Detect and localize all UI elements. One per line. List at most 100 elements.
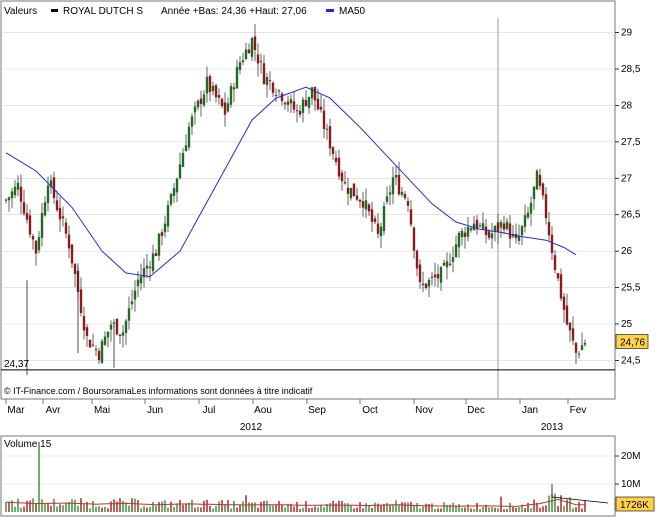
- volume-bar: [353, 508, 355, 512]
- candle-body: [169, 193, 173, 205]
- volume-bar: [395, 500, 397, 512]
- candle-body: [265, 77, 269, 86]
- low-marker-label: 24,37: [4, 359, 29, 370]
- volume-bar: [563, 506, 565, 512]
- volume-bar: [5, 501, 7, 512]
- candle-body: [34, 240, 38, 254]
- volume-bar: [209, 505, 211, 512]
- candle-body: [286, 101, 290, 105]
- volume-bar: [155, 505, 157, 512]
- volume-bar: [293, 506, 295, 512]
- volume-bar: [530, 508, 532, 512]
- candle-body: [82, 316, 86, 331]
- candle-body: [529, 202, 533, 214]
- volume-bar: [323, 507, 325, 512]
- candle-body: [277, 90, 281, 92]
- volume-bar: [14, 506, 16, 512]
- candle-body: [481, 223, 485, 229]
- candle-body: [391, 177, 395, 195]
- candle-body: [193, 106, 197, 113]
- candle-body: [112, 322, 116, 324]
- candle-body: [283, 102, 287, 105]
- candle-body: [358, 199, 362, 202]
- candle-body: [178, 164, 182, 179]
- chart-legend: Valeurs ROYAL DUTCH S Année +Bas: 24,36 …: [4, 6, 366, 17]
- candle-body: [535, 170, 539, 190]
- volume-bar: [332, 500, 334, 512]
- volume-bar: [365, 503, 367, 512]
- volume-bar: [377, 503, 379, 512]
- candle-body: [394, 175, 398, 178]
- volume-bar: [107, 508, 109, 512]
- volume-bar: [17, 498, 19, 512]
- ma-swatch: [326, 9, 334, 12]
- candle-body: [556, 273, 560, 279]
- volume-bar: [548, 495, 550, 512]
- ma50-line: [5, 86, 577, 278]
- volume-y-axis: 20M 10M: [615, 451, 640, 490]
- volume-bar: [152, 501, 154, 512]
- candle-body: [202, 94, 206, 106]
- candle-body: [463, 232, 467, 237]
- volume-bar: [404, 502, 406, 512]
- volume-bar: [467, 504, 469, 512]
- x-year-label: 2012: [240, 422, 263, 433]
- footer-credit: © IT-Finance.com / BoursoramaLes informa…: [4, 386, 313, 396]
- volume-bar: [569, 497, 571, 512]
- candle-body: [55, 200, 59, 211]
- volume-bar: [500, 496, 502, 512]
- candle-body: [562, 296, 566, 310]
- last-volume-badge: [615, 496, 655, 512]
- volume-bar: [296, 501, 298, 512]
- candle-body: [298, 110, 302, 115]
- volume-bar: [371, 507, 373, 512]
- candle-body: [328, 126, 332, 149]
- candle-body: [31, 236, 35, 240]
- candle-body: [502, 223, 506, 230]
- volume-bar: [101, 507, 103, 512]
- volume-bar: [362, 508, 364, 512]
- volume-bar: [416, 503, 418, 512]
- volume-bar: [170, 501, 172, 512]
- candle-body: [163, 223, 167, 233]
- price-tick-label: 27: [621, 173, 633, 184]
- last-price-badge: [615, 334, 649, 349]
- candle-body: [319, 106, 323, 110]
- volume-bar: [482, 506, 484, 512]
- volume-bar: [572, 508, 574, 512]
- volume-bar: [182, 504, 184, 512]
- volume-bar: [122, 500, 124, 512]
- volume-bar: [242, 501, 244, 512]
- candle-body: [370, 209, 374, 222]
- volume-bar: [509, 502, 511, 512]
- candle-body: [130, 301, 134, 305]
- candle-body: [16, 182, 20, 190]
- candle-body: [91, 344, 95, 346]
- candle-body: [241, 60, 245, 63]
- volume-bar: [56, 506, 58, 512]
- candle-body: [148, 266, 152, 269]
- volume-grid: [1, 455, 615, 485]
- candle-body: [451, 257, 455, 262]
- volume-bars: [5, 442, 586, 512]
- volume-bar: [545, 505, 547, 512]
- candle-body: [142, 268, 146, 278]
- x-month-label: Avr: [46, 405, 61, 416]
- volume-bar: [77, 505, 79, 512]
- volume-bar: [368, 505, 370, 512]
- candle-body: [508, 223, 512, 239]
- volume-bar: [407, 502, 409, 512]
- candle-body: [583, 342, 587, 345]
- candle-body: [118, 334, 122, 337]
- x-month-label: Mar: [7, 405, 25, 416]
- candle-body: [409, 209, 413, 225]
- volume-bar: [164, 500, 166, 512]
- volume-bar: [458, 504, 460, 512]
- volume-bar: [149, 507, 151, 512]
- candle-body: [352, 183, 356, 197]
- candle-body: [400, 191, 404, 195]
- candle-body: [496, 222, 500, 232]
- volume-bar: [140, 508, 142, 512]
- candle-body: [289, 99, 293, 104]
